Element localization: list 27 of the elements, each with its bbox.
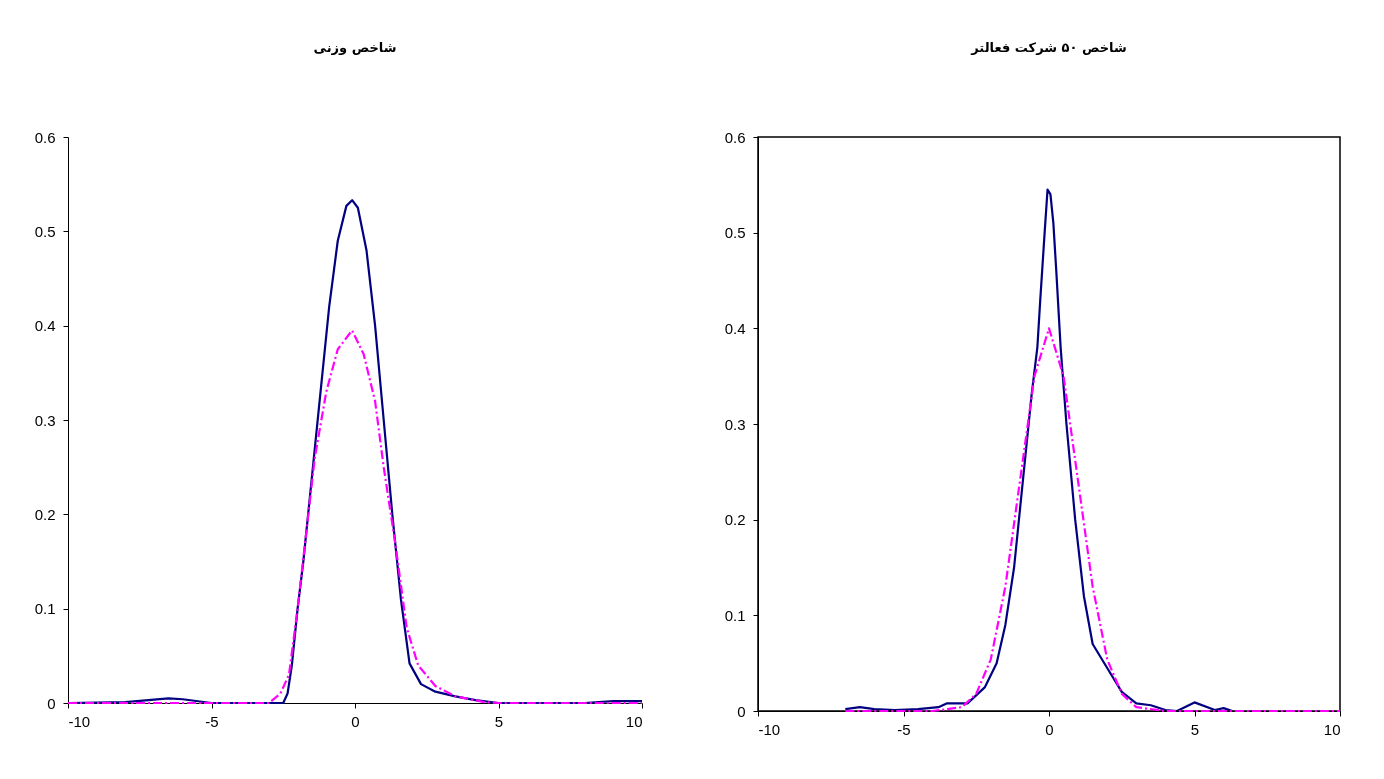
x-tick-label: 0 [351,712,360,730]
x-tick-label: 10 [625,712,643,730]
y-tick-label: 0.6 [34,128,56,146]
chart-title: شاخص ۵۰ شرکت فعالتر [970,40,1127,55]
line-series [844,327,1342,713]
y-tick-label: 0.5 [724,224,746,242]
x-tick-label: -5 [205,712,219,730]
x-tick-label: 0 [1045,720,1054,738]
x-tick-label: -10 [68,712,91,730]
x-tick-label: -5 [897,720,911,738]
y-tick-label: 0.1 [34,600,56,618]
y-tick-label: 0.6 [724,128,746,146]
y-tick-label: 0.4 [724,319,746,337]
chart-title: شاخص وزنی [313,40,397,55]
y-tick-label: 0.3 [724,415,746,433]
y-tick-label: 0.2 [34,505,56,523]
x-tick-label: 5 [1190,720,1200,738]
x-tick-label: 5 [494,712,504,730]
y-tick-label: 0.2 [724,511,746,529]
x-tick-label: 10 [1323,720,1341,738]
y-tick-label: 0.3 [34,411,56,429]
y-tick-label: 0.5 [34,222,56,240]
line-series [844,188,1234,713]
x-tick-label: -10 [758,720,781,738]
y-tick-label: 0 [47,694,56,712]
y-tick-label: 0.4 [34,317,56,335]
y-tick-label: 0.1 [724,606,746,624]
